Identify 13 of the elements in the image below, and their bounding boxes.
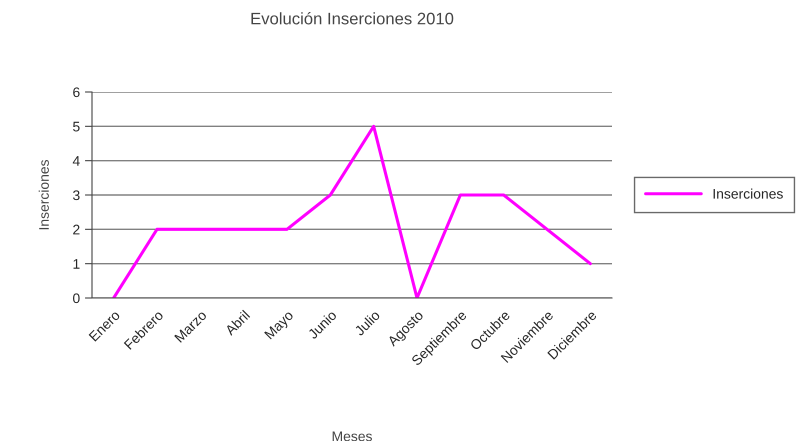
y-tick-label: 2 xyxy=(73,224,80,234)
y-tick-label: 6 xyxy=(73,87,80,98)
y-tick-label: 4 xyxy=(72,156,80,166)
legend-label: Inserciones xyxy=(714,188,783,199)
x-axis-title: Meses xyxy=(332,431,372,441)
x-tick-label: Julio xyxy=(354,310,380,336)
chart-title: Evolución Inserciones 2010 xyxy=(251,12,454,24)
y-tick-label: 5 xyxy=(73,122,80,132)
y-tick-label: 0 xyxy=(73,293,80,304)
y-axis-title: Inserciones xyxy=(38,160,49,230)
y-tick-label: 3 xyxy=(73,190,80,200)
line-series xyxy=(112,124,592,298)
y-tick-label: 1 xyxy=(74,259,80,269)
